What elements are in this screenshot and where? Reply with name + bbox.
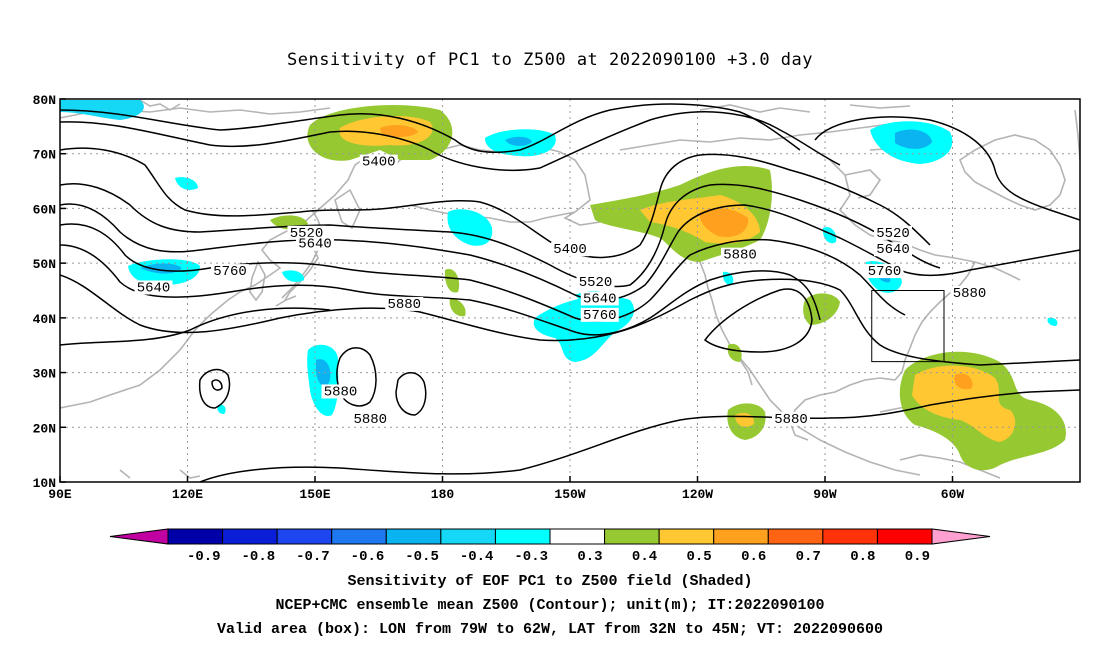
colorbar-swatch [876,528,933,545]
colorbar-level-label: 0.3 [577,549,602,565]
contour-label: 5640 [876,242,910,258]
lon-tick-label: 120E [172,487,203,502]
contour-label: 5640 [137,281,171,297]
lat-tick-label: 40N [33,312,56,327]
colorbar-swatch [167,528,224,545]
lon-tick-label: 150E [299,487,330,502]
colorbar-level-label: -0.9 [187,549,221,565]
contour-label-bg [772,411,810,426]
contour-label: 5400 [553,242,587,258]
lat-tick-label: 30N [33,367,56,382]
colorbar-level-label: -0.3 [514,549,548,565]
colorbar-swatch [494,528,551,545]
colorbar-swatch [658,528,715,545]
contour-label: 5880 [953,286,987,302]
footer-line-3: Valid area (box): LON from 79W to 62W, L… [216,621,884,638]
colorbar-swatch [385,528,442,545]
lat-tick-label: 80N [33,93,56,108]
contour-label: 5760 [583,308,617,324]
lat-tick-label: 60N [33,202,56,217]
contour-label-bg [134,280,173,295]
contour-label-bg [385,296,424,311]
colorbar-swatch [549,528,606,545]
lat-tick-label: 50N [33,257,56,272]
z500-contours [60,103,1080,482]
contour-label-bg [551,242,589,257]
footer-line-2: NCEP+CMC ensemble mean Z500 (Contour); u… [275,597,825,614]
colorbar-level-label: 0.6 [741,549,766,565]
colorbar-swatch [331,528,387,545]
colorbar-swatch [222,528,278,545]
colorbar-level-label: -0.6 [351,549,385,565]
contour-label-bg [576,275,615,290]
contour-label: 5880 [353,412,387,428]
contour-label: 5760 [213,264,247,280]
contour-label: 5520 [876,226,910,242]
colorbar-swatch [276,528,333,545]
colorbar-low-tip [109,528,169,545]
coastlines [60,99,1080,479]
contour-label-bg [211,264,249,279]
colorbar-level-label: -0.5 [405,549,439,565]
contour-label: 5640 [298,237,332,253]
contour-label: 5520 [290,226,324,242]
contour-label: 5880 [723,248,757,264]
colorbar-level-label: 0.9 [905,549,930,565]
colorbar-level-label: 0.5 [686,549,711,565]
colorbar-swatch [440,528,496,545]
chart-title: Sensitivity of PC1 to Z500 at 2022090100… [286,50,813,70]
contour-label-bg [359,154,398,169]
lon-tick-label: 180 [431,487,455,502]
colorbar-swatch [604,528,660,545]
colorbar-swatch [767,528,824,545]
lat-tick-label: 10N [33,476,56,491]
colorbar: -0.9 -0.8 -0.7 -0.6 -0.5 -0.4 -0.3 0.3 0.4 0.5 0.6… [109,528,991,565]
latitude-axis: 80N 70N 60N 50N 40N 30N 20N 10N [33,93,66,491]
contour-label-bg [580,307,619,322]
contour-label-bg [874,242,912,257]
longitude-axis: 90E 120E 150E 180 150W 120W 90W 60W [48,476,964,502]
lat-tick-label: 70N [33,148,56,163]
map-frame [59,98,1081,483]
footer-line-1: Sensitivity of EOF PC1 to Z500 field (Sh… [347,573,753,590]
contour-label-bg [296,236,334,251]
contour-label-bg [865,264,904,279]
contour-label: 5880 [387,297,421,313]
colorbar-level-label: -0.4 [460,549,494,565]
grid-lines [60,99,1080,482]
lon-tick-label: 150W [554,487,585,502]
lon-tick-label: 90E [48,487,72,502]
lon-tick-label: 60W [941,487,965,502]
contour-label: 5880 [324,384,358,400]
contour-label-bg [351,411,390,426]
contour-label-bg [287,225,326,240]
colorbar-level-label: 0.7 [796,549,821,565]
contour-label: 5400 [362,155,396,171]
colorbar-level-label: 0.8 [850,549,875,565]
colorbar-swatch [713,528,769,545]
lat-tick-label: 20N [33,421,56,436]
contour-label: 5760 [868,264,902,280]
valid-area-box [871,290,945,363]
contour-label: 5640 [583,291,617,307]
lon-tick-label: 120W [682,487,713,502]
lon-tick-label: 90W [813,487,837,502]
colorbar-level-label: -0.7 [296,549,330,565]
contour-label-bg [950,285,989,300]
contour-label-bg [321,384,360,399]
contour-label-bg [874,225,912,240]
sensitivity-shading [60,100,1066,471]
colorbar-high-tip [931,528,991,545]
contour-label: 5880 [774,412,808,428]
colorbar-swatch [822,528,878,545]
contour-label-bg [721,247,759,262]
contour-label-bg [580,291,619,306]
colorbar-level-label: -0.8 [242,549,276,565]
contour-labels: 5400540055205640576056405880552056405760… [134,154,989,428]
colorbar-level-label: 0.4 [632,549,657,565]
contour-label: 5520 [579,275,613,291]
